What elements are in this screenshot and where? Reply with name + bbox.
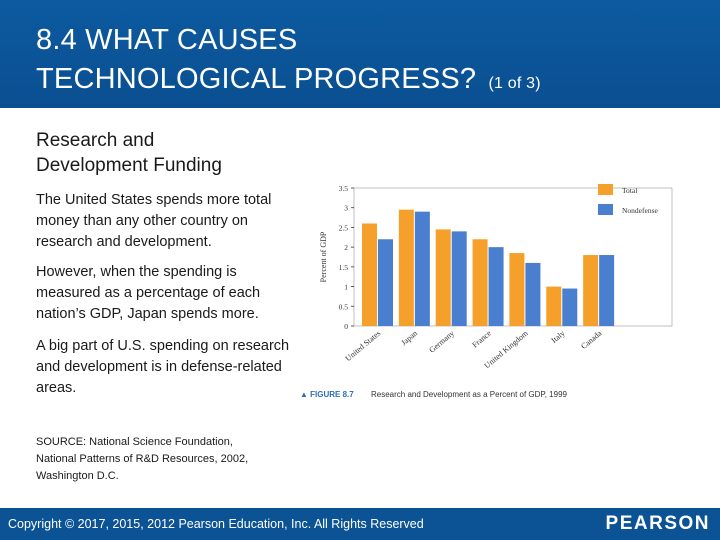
y-tick-label: 0 [344,322,348,331]
chart-title: Research and Development as a Percent of… [371,390,568,399]
paragraph-total-spending: The United States spends more total mone… [36,192,272,250]
legend-label-total: Total [622,186,637,195]
paragraph-percent-gdp: However, when the spending is measured a… [36,264,261,322]
bar-total-canada [583,255,599,326]
subtitle-line2: Development Funding [36,155,222,176]
subtitle-line1: Research and [36,130,155,151]
pearson-logo: PEARSON [605,513,710,534]
slide-title-suffix: (1 of 3) [488,75,541,92]
x-category-label: Japan [399,329,419,348]
bar-nondefense-france [488,247,504,326]
y-tick-label: 2.5 [339,223,349,232]
x-category-label: Italy [550,329,567,345]
y-axis-label: Percent of GDP [319,231,328,282]
slide-title-line2-text: TECHNOLOGICAL PROGRESS? [36,63,477,95]
y-tick-label: 3 [344,204,348,213]
bar-total-united-kingdom [509,253,525,326]
slide-title-line1: 8.4 WHAT CAUSES [36,24,298,56]
legend-swatch-total [598,184,613,195]
y-tick-label: 1 [344,283,348,292]
slide-title-line2: TECHNOLOGICAL PROGRESS? (1 of 3) [36,63,541,96]
bar-total-united-states [362,223,377,326]
paragraph-defense: A big part of U.S. spending on research … [36,338,290,396]
copyright-notice: Copyright © 2017, 2015, 2012 Pearson Edu… [8,517,424,531]
title-banner: 8.4 WHAT CAUSES TECHNOLOGICAL PROGRESS? … [0,0,720,108]
bar-total-france [472,239,488,326]
legend-label-nondefense: Nondefense [622,206,658,215]
bar-nondefense-japan [414,211,430,326]
source-note: SOURCE: National Science Foundation, Nat… [36,436,249,482]
legend-swatch-nondefense [598,204,613,215]
figure-label: ▲ FIGURE 8.7 [300,390,354,399]
bar-total-japan [398,209,414,326]
bar-nondefense-italy [562,288,578,326]
bar-total-italy [546,286,562,326]
x-category-label: France [470,328,493,349]
footer-bar: Copyright © 2017, 2015, 2012 Pearson Edu… [0,508,720,540]
bar-nondefense-united-states [378,239,393,326]
bar-nondefense-germany [451,231,467,326]
bar-nondefense-united-kingdom [525,262,541,326]
x-category-label: United States [344,329,383,363]
bar-nondefense-canada [599,255,615,326]
x-category-label: Canada [579,328,604,351]
y-tick-label: 0.5 [339,302,349,311]
rd-gdp-bar-chart: 0 0.5 1 1.5 2 2.5 3 3.5 Percent of GDP United Sta… [300,184,673,399]
y-tick-label: 3.5 [339,184,349,193]
x-category-label: Germany [427,329,456,355]
section-subtitle: Research and Development Funding [36,128,222,178]
y-tick-label: 1.5 [339,263,349,272]
y-tick-label: 2 [344,243,348,252]
bar-total-germany [435,229,451,326]
